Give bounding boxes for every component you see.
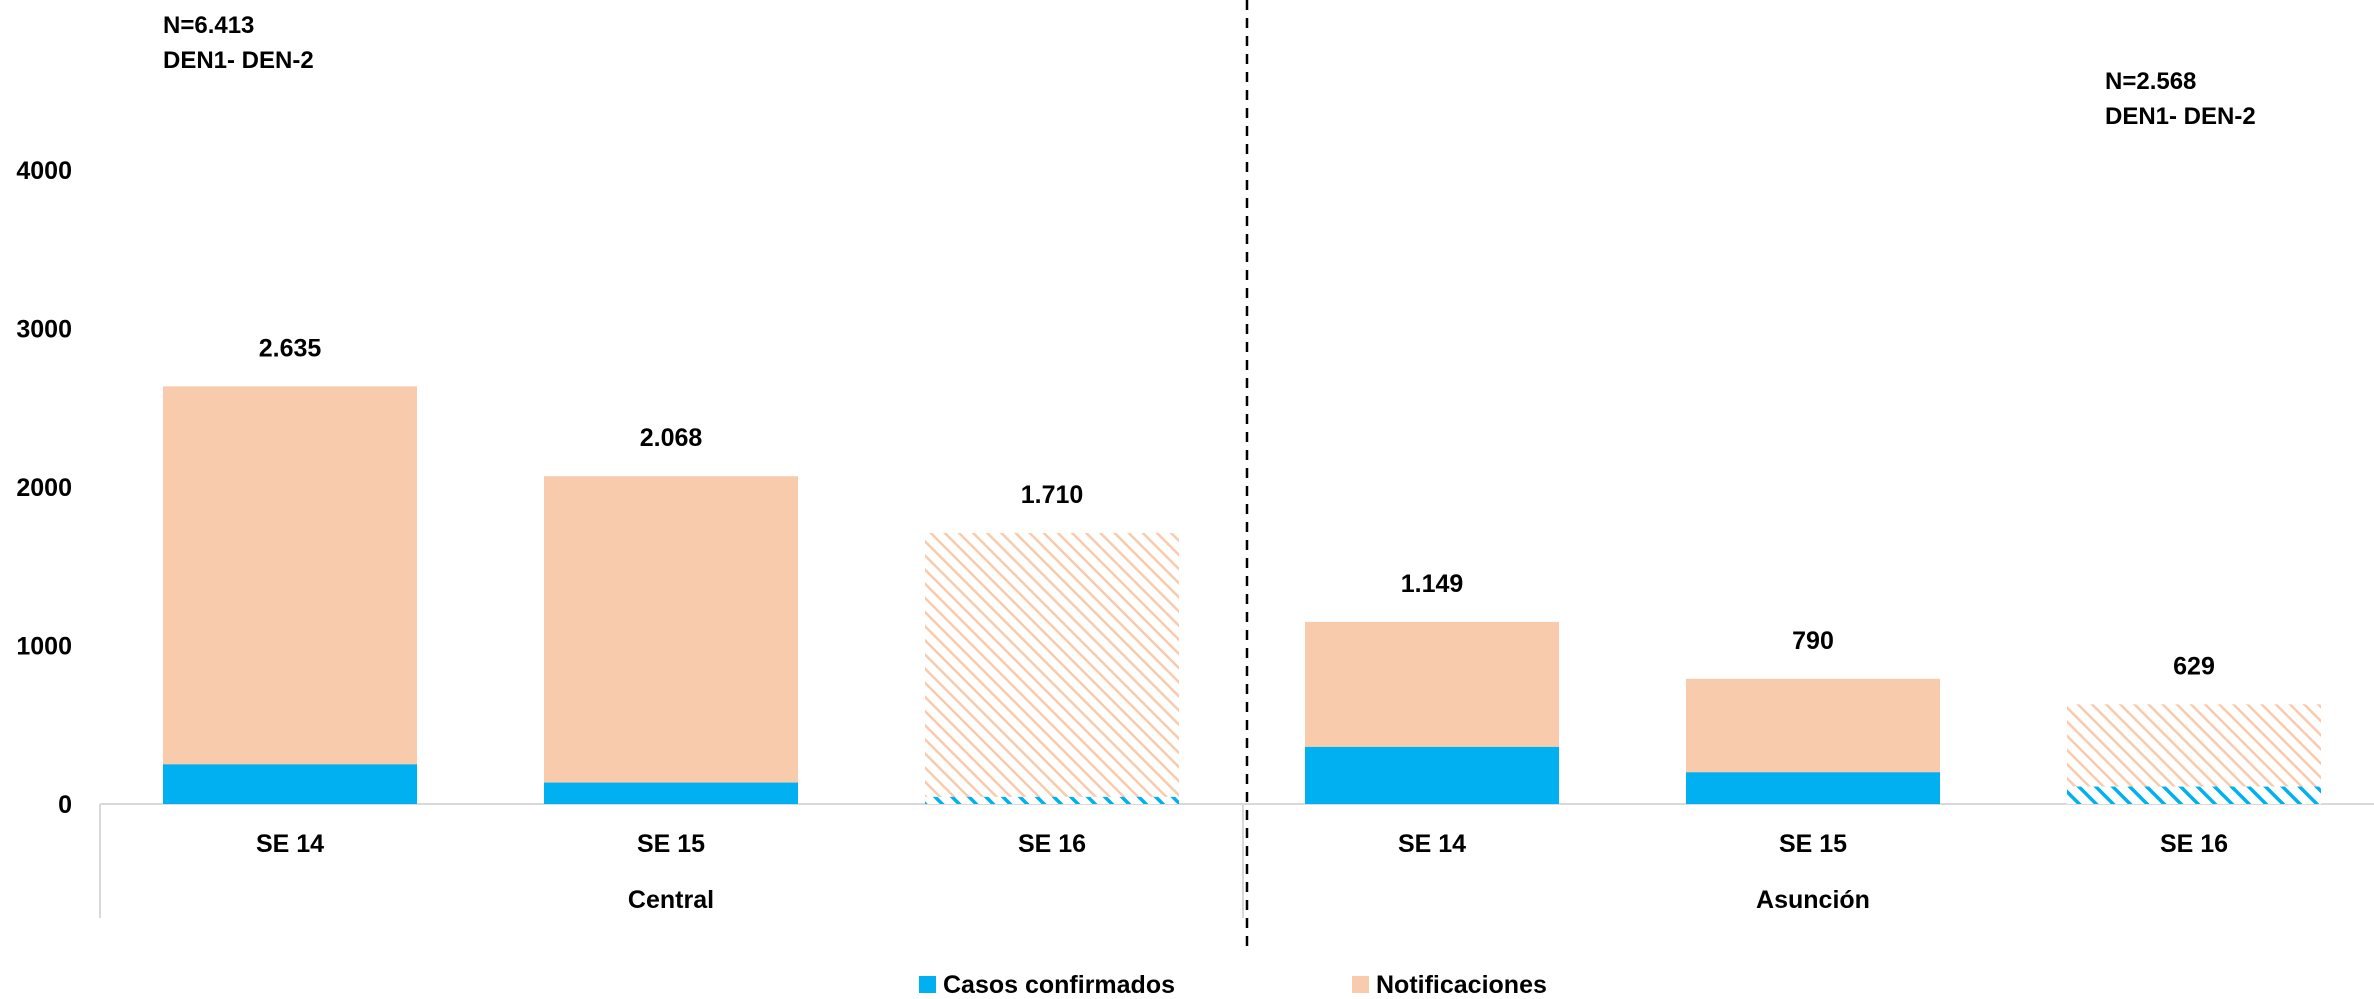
bar-value-label: 2.635	[259, 334, 322, 362]
bar-notificaciones	[163, 386, 417, 804]
axes: 0 1000 2000 3000 4000	[16, 0, 2374, 948]
group-annotation: DEN1- DEN-2	[2105, 103, 2256, 130]
x-tick-label: SE 14	[1398, 830, 1466, 858]
bar-value-label: 629	[2173, 652, 2215, 680]
bar-casos-confirmados	[925, 796, 1179, 804]
x-tick-label: SE 14	[256, 830, 324, 858]
x-tick-label: SE 15	[1779, 830, 1847, 858]
bar-value-label: 1.710	[1021, 481, 1084, 509]
y-tick-label: 4000	[16, 157, 72, 185]
group-annotation: N=6.413	[163, 12, 254, 39]
x-tick-label: SE 16	[2160, 830, 2228, 858]
x-tick-label: SE 16	[1018, 830, 1086, 858]
group-label: Central	[628, 886, 714, 914]
y-tick-label: 0	[58, 791, 72, 819]
bars	[163, 386, 2321, 804]
bar-casos-confirmados	[163, 764, 417, 804]
x-tick-label: SE 15	[637, 830, 705, 858]
legend-swatch-notificaciones	[1352, 976, 1369, 993]
bar-value-label: 1.149	[1401, 570, 1464, 598]
bar-casos-confirmados	[2067, 786, 2321, 804]
y-tick-label: 2000	[16, 474, 72, 502]
bar-notificaciones	[925, 532, 1179, 804]
bar-casos-confirmados	[1686, 772, 1940, 804]
legend: Casos confirmados Notificaciones	[919, 971, 1547, 999]
legend-label: Casos confirmados	[943, 971, 1175, 999]
y-tick-label: 1000	[16, 633, 72, 661]
legend-swatch-casos-confirmados	[919, 976, 936, 993]
y-tick-label: 3000	[16, 316, 72, 344]
labels: 2.635 SE 14 2.068 SE 15 1.710 SE 16 Central 1.1…	[163, 12, 2256, 914]
bar-notificaciones	[544, 476, 798, 804]
group-label: Asunción	[1756, 886, 1870, 914]
group-annotation: N=2.568	[2105, 68, 2196, 95]
bar-casos-confirmados	[1305, 746, 1559, 804]
bar-value-label: 790	[1792, 627, 1834, 655]
bar-value-label: 2.068	[640, 424, 703, 452]
bar-casos-confirmados	[544, 782, 798, 804]
group-annotation: DEN1- DEN-2	[163, 47, 314, 74]
legend-label: Notificaciones	[1376, 971, 1547, 999]
